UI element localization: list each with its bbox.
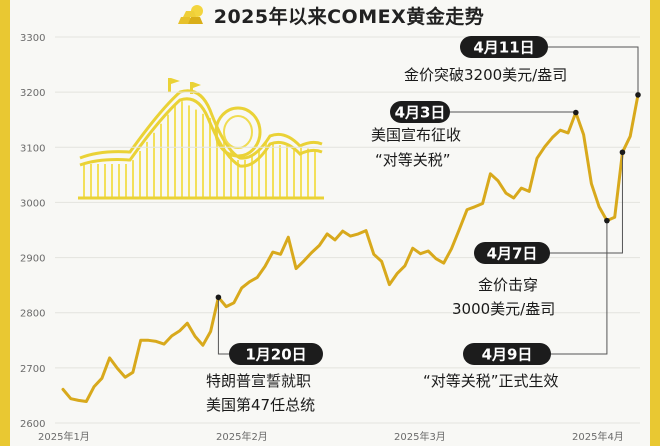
y-tick-label: 3000	[20, 198, 45, 209]
annotation-leader	[551, 220, 608, 355]
grid	[55, 36, 640, 424]
annotation-date-label: 4月9日	[482, 346, 533, 364]
marked-point	[604, 217, 610, 224]
y-axis: 2600 2700 2800 2900 3000 3100 3200 3300	[20, 33, 45, 430]
x-tick-label: 2025年3月	[394, 430, 446, 443]
pill-background	[390, 101, 450, 123]
annotation-text: 特朗普宣誓就职	[206, 372, 311, 390]
annotation-date-pill: 1月20日	[229, 343, 323, 365]
y-tick-label: 2900	[20, 254, 45, 265]
y-tick-label: 2600	[20, 419, 45, 430]
x-tick-label: 2025年2月	[216, 430, 268, 443]
annotation-text: “对等关税”	[375, 151, 451, 169]
pill-background	[229, 343, 323, 365]
annotation-leader	[550, 152, 623, 254]
marked-points	[215, 92, 641, 301]
annotation-leader	[217, 297, 229, 355]
x-axis: 2025年1月 2025年2月 2025年3月 2025年4月	[38, 430, 624, 443]
y-tick-label: 2700	[20, 364, 45, 375]
annotation-leader	[548, 46, 639, 95]
roller-coaster-illustration	[78, 78, 324, 200]
annotation-date-label: 4月3日	[395, 104, 446, 122]
annotation-date-pill: 4月9日	[463, 343, 551, 365]
series-line-gold	[61, 93, 640, 403]
y-tick-label: 3100	[20, 143, 45, 154]
marked-point	[635, 92, 641, 98]
y-tick-label: 2800	[20, 309, 45, 320]
chart-title: 2025年以来COMEX黄金走势	[213, 5, 485, 28]
annotation-date-label: 4月11日	[473, 39, 534, 57]
marked-point	[619, 149, 626, 156]
pill-background	[460, 36, 548, 58]
marked-point	[215, 294, 222, 301]
pill-background	[474, 242, 550, 264]
annotation-date-label: 4月7日	[487, 245, 538, 263]
annotation-date-pill: 4月3日	[390, 101, 450, 123]
annotation-text: 美国宣布征收	[371, 126, 461, 144]
pill-background	[463, 343, 551, 365]
y-tick-label: 3200	[20, 88, 45, 99]
annotation-leader	[450, 111, 577, 113]
annotation-text: 金价击穿	[478, 276, 538, 294]
x-tick-label: 2025年4月	[572, 430, 624, 443]
annotation-date-pill: 4月7日	[474, 242, 550, 264]
y-tick-label: 3300	[20, 33, 45, 44]
marked-point	[573, 109, 579, 116]
x-tick-label: 2025年1月	[38, 430, 90, 443]
chart-header: 2025年以来COMEX黄金走势	[0, 0, 660, 30]
annotation-date-pill: 4月11日	[460, 36, 548, 58]
annotation-date-label: 1月20日	[245, 346, 306, 364]
annotation-text: 美国第47任总统	[206, 396, 315, 414]
gold-bars-icon	[177, 5, 203, 24]
annotation-text: 3000美元/盎司	[452, 300, 555, 318]
annotation-leaders	[217, 46, 639, 355]
annotation-text: 金价突破3200美元/盎司	[404, 66, 567, 84]
annotation-text: “对等关税”正式生效	[423, 372, 559, 390]
